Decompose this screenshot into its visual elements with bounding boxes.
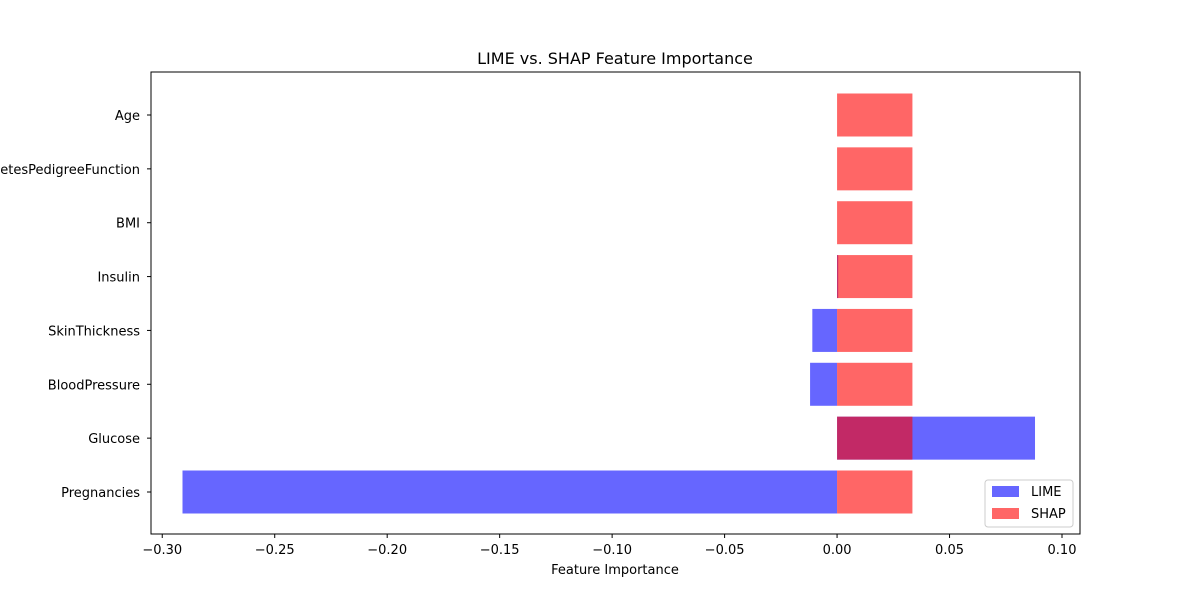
bars-layer [182,93,1036,514]
legend-label-lime: LIME [1031,485,1062,500]
y-tick-label-bloodpressure: BloodPressure [48,378,140,393]
bar-lime-bloodpressure [810,362,838,406]
y-tick-label-bmi: BMI [116,217,140,232]
bar-shap-pregnancies [837,470,913,514]
bar-lime-pregnancies [182,470,838,514]
bar-shap-insulin [837,255,913,299]
bar-shap-skinthickness [837,308,913,352]
y-axis: Pregnancies Glucose BloodPressure SkinThick… [0,109,151,501]
x-tick-label-3: −0.15 [480,543,520,558]
bar-shap-bmi [837,201,913,245]
x-tick-label-0: −0.30 [142,543,182,558]
y-tick-label-age: Age [115,109,140,124]
x-tick-label-8: 0.10 [1048,543,1077,558]
x-tick-label-2: −0.20 [367,543,407,558]
y-tick-label-skinthickness: SkinThickness [48,324,140,339]
x-tick-label-1: −0.25 [255,543,295,558]
x-axis-label: Feature Importance [551,563,679,578]
x-tick-label-7: 0.05 [935,543,964,558]
chart-title: LIME vs. SHAP Feature Importance [477,49,753,68]
x-tick-label-4: −0.10 [592,543,632,558]
bar-shap-age [837,93,913,137]
x-tick-label-6: 0.00 [823,543,852,558]
legend-swatch-lime [992,486,1019,497]
legend-swatch-shap [992,508,1019,519]
x-axis: −0.30 −0.25 −0.20 −0.15 −0.10 −0.05 0.00 0.05 0.… [142,534,1076,558]
y-tick-label-diabetespedigreefunction: DiabetesPedigreeFunction [0,163,140,178]
y-tick-label-glucose: Glucose [88,432,140,447]
plot-frame [150,71,1081,535]
bar-lime-skinthickness [812,308,838,352]
x-tick-label-5: −0.05 [705,543,745,558]
bar-shap-diabetespedigreefunction [837,147,913,191]
y-tick-label-insulin: Insulin [97,271,140,286]
y-tick-label-pregnancies: Pregnancies [61,486,140,501]
legend-label-shap: SHAP [1031,507,1066,522]
bar-shap-bloodpressure [837,362,913,406]
legend: LIME SHAP [984,479,1074,528]
bar-shap-glucose [837,416,913,460]
